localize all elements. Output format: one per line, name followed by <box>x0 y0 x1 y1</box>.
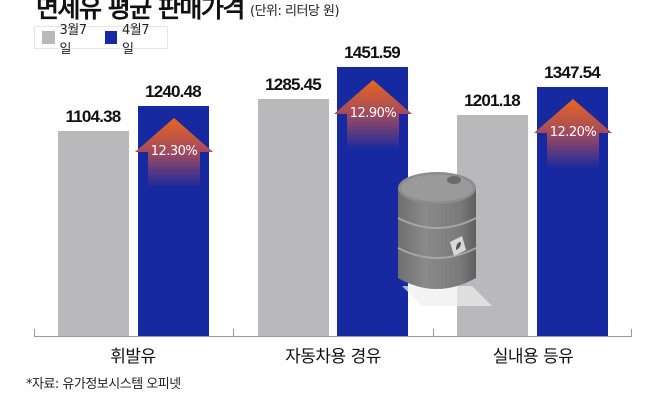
axis-tick <box>631 329 632 337</box>
legend-swatch-march <box>42 31 55 44</box>
value-gasoline-march: 1104.38 <box>65 107 122 126</box>
bar-diesel-march <box>258 99 329 336</box>
up-arrow-icon <box>534 99 612 169</box>
source-note: *자료: 유가정보시스템 오피넷 <box>26 377 181 392</box>
value-gasoline-april: 1240.48 <box>145 82 202 101</box>
category-label-diesel: 자동차용 경유 <box>285 347 381 367</box>
oil-barrel-icon <box>397 172 492 306</box>
value-kerosene-april: 1347.54 <box>544 63 601 82</box>
pct-kerosene: 12.20% <box>549 125 597 140</box>
up-arrow-icon <box>135 118 213 188</box>
x-axis <box>34 336 632 337</box>
chart-title: 면세유 평균 판매가격 <box>36 0 245 23</box>
bar-gasoline-march <box>58 131 129 336</box>
axis-tick <box>233 329 234 337</box>
legend-label-april: 4월7일 <box>122 22 150 57</box>
axis-tick <box>433 329 434 337</box>
axis-tick <box>34 329 35 337</box>
legend-swatch-april <box>104 31 117 44</box>
pct-diesel: 12.90% <box>349 106 397 121</box>
legend-item-april: 4월7일 <box>104 19 160 57</box>
value-kerosene-march: 1201.18 <box>464 91 521 110</box>
value-diesel-march: 1285.45 <box>265 75 322 94</box>
up-arrow-icon <box>334 80 412 150</box>
legend: 3월7일 4월7일 <box>34 23 168 57</box>
category-label-kerosene: 실내용 등유 <box>492 347 574 367</box>
unit-label: (단위: 리터당 원) <box>250 4 340 19</box>
value-diesel-april: 1451.59 <box>344 43 401 62</box>
category-label-gasoline: 휘발유 <box>110 347 156 367</box>
legend-label-march: 3월7일 <box>59 22 88 57</box>
legend-item-march: 3월7일 <box>42 19 97 57</box>
pct-gasoline: 12.30% <box>150 144 198 159</box>
